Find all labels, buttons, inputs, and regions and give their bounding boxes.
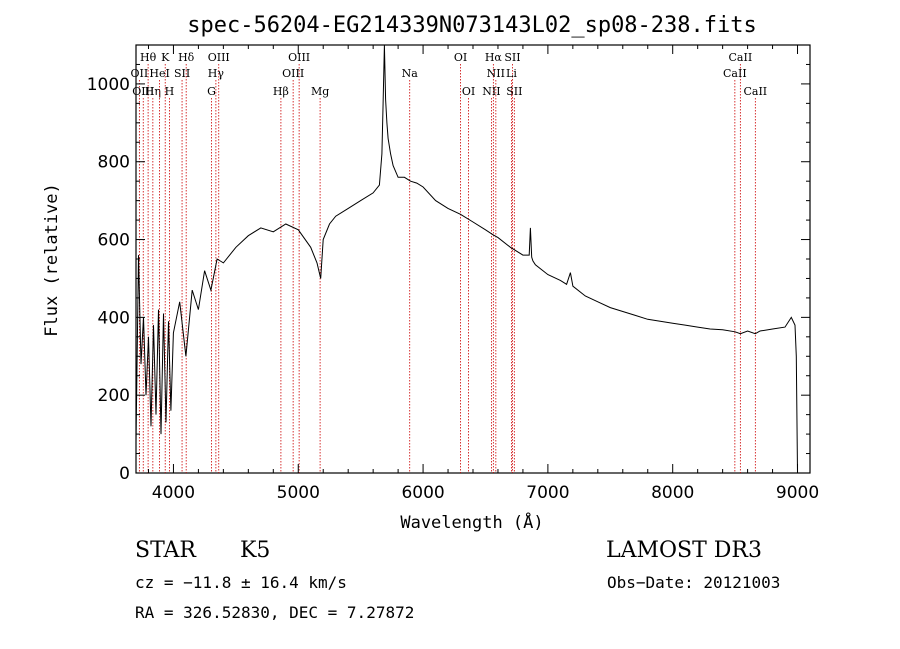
marker-label-5: HeI bbox=[149, 67, 169, 80]
survey-name: LAMOST DR3 bbox=[606, 538, 762, 563]
spectrum-line bbox=[135, 44, 798, 474]
marker-label-3: Hη bbox=[145, 85, 161, 98]
marker-label-21: NII bbox=[482, 85, 500, 98]
marker-label-0: Hθ bbox=[140, 51, 157, 64]
x-tick-label-0: 4000 bbox=[152, 483, 195, 503]
marker-label-25: CaII bbox=[729, 51, 753, 64]
axis-ticks: 4000 5000 6000 7000 8000 9000 0 200 400 600 800 100… bbox=[87, 44, 819, 503]
marker-label-20: NII bbox=[487, 67, 505, 80]
x-tick-label-5: 9000 bbox=[776, 483, 819, 503]
x-tick-label-1: 5000 bbox=[277, 483, 320, 503]
marker-label-24: SII bbox=[506, 85, 522, 98]
marker-label-1: OII bbox=[131, 67, 149, 80]
marker-label-8: Hδ bbox=[178, 51, 195, 64]
marker-label-18: OI bbox=[462, 85, 475, 98]
marker-label-27: CaII bbox=[743, 85, 767, 98]
x-tick-label-3: 7000 bbox=[526, 483, 569, 503]
object-subclass: K5 bbox=[240, 538, 271, 563]
chart-title: spec-56204-EG214339N073143L02_sp08-238.f… bbox=[187, 13, 757, 38]
x-axis-label: Wavelength (Å) bbox=[400, 511, 543, 533]
marker-label-7: H bbox=[165, 85, 175, 98]
y-axis-label: Flux (relative) bbox=[42, 183, 62, 337]
observation-date: Obs−Date: 20121003 bbox=[607, 573, 781, 592]
plot-frame bbox=[135, 44, 811, 474]
marker-label-17: OI bbox=[454, 51, 467, 64]
y-tick-label-0: 0 bbox=[119, 464, 130, 484]
marker-label-22: SII bbox=[504, 51, 520, 64]
marker-label-23: Li bbox=[506, 67, 517, 80]
marker-label-10: Hγ bbox=[208, 67, 225, 80]
marker-label-6: SII bbox=[174, 67, 190, 80]
y-tick-label-4: 800 bbox=[98, 153, 130, 173]
x-tick-label-2: 6000 bbox=[401, 483, 444, 503]
y-tick-label-1: 200 bbox=[98, 386, 130, 406]
coordinates: RA = 326.52830, DEC = 7.27872 bbox=[135, 603, 415, 622]
marker-label-11: G bbox=[207, 85, 216, 98]
x-tick-label-4: 8000 bbox=[651, 483, 694, 503]
marker-label-14: OIII bbox=[282, 67, 304, 80]
marker-label-13: OIII bbox=[288, 51, 310, 64]
marker-label-12: Hβ bbox=[273, 85, 289, 98]
marker-label-9: OIII bbox=[208, 51, 230, 64]
redshift-velocity: cz = −11.8 ± 16.4 km/s bbox=[135, 573, 347, 592]
marker-label-15: Mg bbox=[311, 85, 329, 98]
marker-label-19: Hα bbox=[485, 51, 503, 64]
marker-label-26: CaII bbox=[723, 67, 747, 80]
marker-label-2: OIII bbox=[132, 85, 154, 98]
y-tick-label-3: 600 bbox=[98, 231, 130, 251]
y-tick-label-5: 1000 bbox=[87, 75, 130, 95]
marker-label-16: Na bbox=[402, 67, 419, 80]
marker-label-4: K bbox=[161, 51, 170, 64]
y-tick-label-2: 400 bbox=[98, 308, 130, 328]
object-class: STAR bbox=[135, 538, 196, 563]
